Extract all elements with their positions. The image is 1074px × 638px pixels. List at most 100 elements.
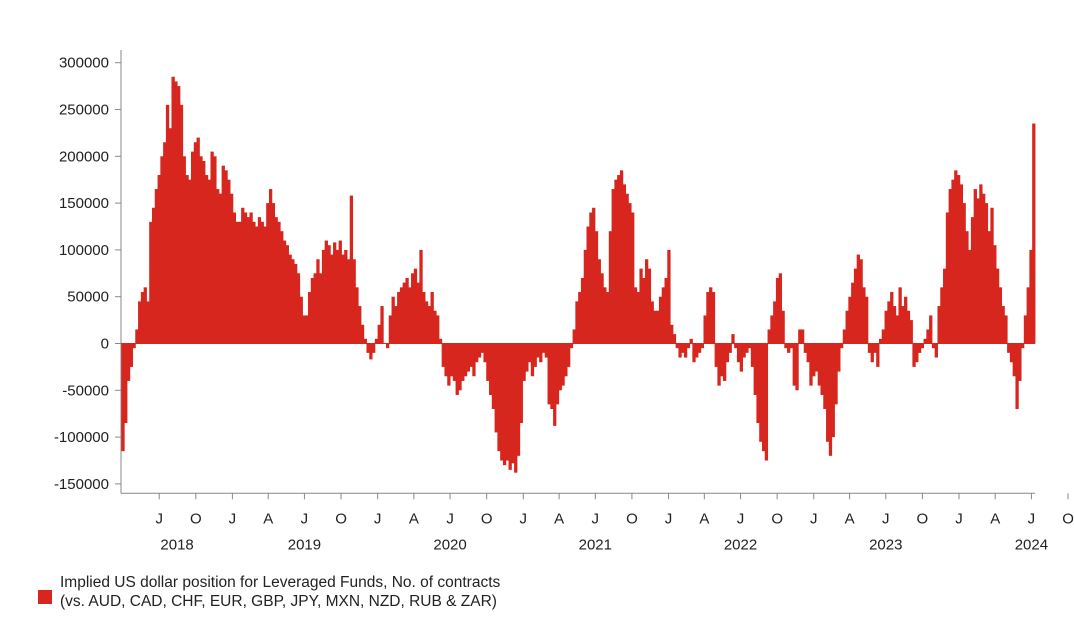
- bar: [572, 329, 576, 344]
- bar: [511, 343, 515, 464]
- bar: [798, 329, 802, 344]
- bar: [664, 277, 668, 344]
- bar: [129, 343, 133, 367]
- bar: [458, 343, 462, 391]
- bar: [502, 343, 507, 466]
- bar: [296, 273, 301, 344]
- bar: [285, 245, 289, 344]
- bar: [121, 343, 125, 452]
- x-month-label: O: [481, 510, 493, 527]
- bar: [898, 287, 902, 344]
- x-year-label: 2019: [288, 536, 321, 553]
- bar: [775, 277, 780, 344]
- bar: [873, 343, 877, 353]
- bar: [405, 277, 409, 344]
- bar: [965, 231, 969, 344]
- bar: [611, 189, 615, 344]
- bar: [519, 343, 523, 424]
- bar: [154, 189, 159, 344]
- bar: [856, 254, 860, 344]
- bar: [987, 231, 991, 344]
- bar: [812, 343, 816, 377]
- bar: [550, 343, 554, 410]
- bar: [884, 310, 888, 344]
- bar: [753, 343, 757, 395]
- bar: [399, 287, 404, 344]
- y-tick-label: 200000: [59, 148, 109, 165]
- x-month-label: J: [955, 510, 963, 527]
- bar: [444, 343, 448, 377]
- x-month-label: O: [917, 510, 929, 527]
- bar: [1012, 343, 1016, 377]
- bar: [179, 104, 184, 344]
- x-month-label: A: [699, 510, 709, 527]
- bar: [728, 343, 732, 353]
- y-tick-label: -50000: [62, 382, 109, 399]
- y-tick-label: -150000: [54, 476, 109, 493]
- bar: [982, 193, 986, 344]
- bar: [207, 179, 211, 344]
- x-year-label: 2018: [160, 536, 193, 553]
- bar: [516, 343, 521, 456]
- bar: [355, 287, 359, 344]
- bar: [622, 184, 626, 344]
- bar: [578, 292, 582, 344]
- bar: [1029, 249, 1033, 344]
- bar: [241, 207, 245, 344]
- bar: [397, 292, 401, 344]
- bar: [174, 81, 178, 344]
- bar: [441, 343, 445, 367]
- bar: [917, 343, 922, 353]
- bar: [149, 221, 153, 344]
- x-axis: JOJAJOJAJOJAJOJAJOJAJOJAJOJ2018201920202…: [121, 492, 1074, 553]
- bar: [466, 343, 471, 372]
- bar: [689, 338, 693, 344]
- bar: [143, 287, 147, 344]
- bar: [330, 254, 334, 344]
- bar: [845, 310, 849, 344]
- bar: [695, 343, 699, 358]
- bar: [157, 175, 161, 344]
- bar: [257, 217, 262, 344]
- bar: [647, 268, 652, 344]
- bar: [912, 343, 916, 367]
- bar: [497, 343, 501, 452]
- bar: [385, 343, 390, 349]
- bar: [778, 273, 782, 344]
- bar: [539, 343, 543, 363]
- bar: [528, 343, 532, 363]
- bar: [636, 292, 640, 344]
- bar: [567, 343, 571, 367]
- bar: [851, 282, 855, 344]
- bar: [204, 175, 209, 344]
- bar: [656, 310, 660, 344]
- bar: [177, 86, 181, 344]
- bar: [748, 343, 752, 349]
- bar: [814, 343, 819, 372]
- bar: [324, 240, 328, 344]
- bar: [583, 249, 588, 344]
- y-tick-label: 150000: [59, 195, 109, 212]
- bar: [419, 249, 423, 344]
- bar: [628, 203, 632, 344]
- bar: [335, 249, 340, 344]
- x-month-label: J: [374, 510, 382, 527]
- bar: [700, 343, 704, 349]
- bar: [761, 343, 766, 452]
- bar: [349, 195, 354, 344]
- y-tick-label: 100000: [59, 242, 109, 259]
- bar: [146, 301, 150, 344]
- bar: [817, 343, 821, 386]
- bar: [232, 212, 237, 344]
- bar: [678, 343, 682, 358]
- x-month-label: J: [882, 510, 890, 527]
- bar: [1009, 343, 1014, 363]
- bar: [522, 343, 526, 381]
- bar: [592, 207, 596, 344]
- bar: [842, 329, 847, 344]
- bar: [461, 343, 465, 381]
- bar: [1026, 287, 1030, 344]
- bar: [848, 296, 852, 344]
- bar: [773, 301, 777, 344]
- bar: [160, 156, 164, 344]
